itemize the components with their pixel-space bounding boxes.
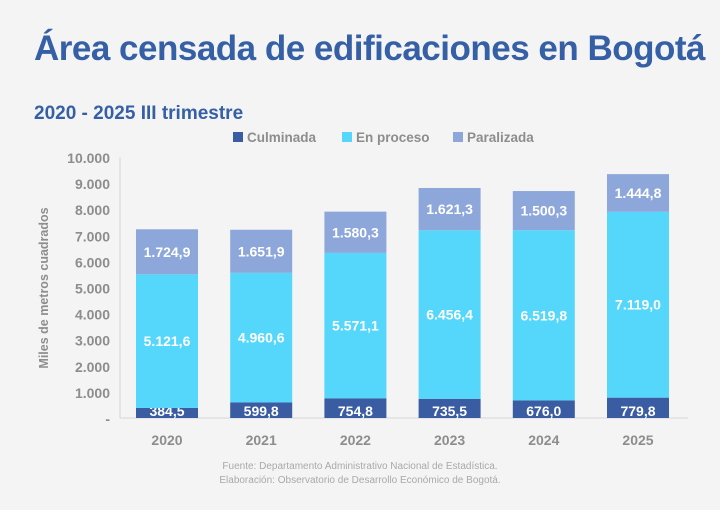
bar-segment-paralizada	[512, 191, 575, 231]
chart-title: Área censada de edificaciones en Bogotá	[34, 29, 706, 68]
x-tick-label: 2021	[246, 432, 277, 448]
bar-segment-en-proceso	[512, 230, 575, 401]
data-label: 4.960,6	[238, 330, 285, 346]
y-tick-label: 10.000	[67, 150, 110, 166]
y-tick-label: 4.000	[75, 307, 110, 323]
y-tick-label: 3.000	[75, 333, 110, 349]
x-tick-label: 2023	[434, 432, 465, 448]
bar-segment-en-proceso	[230, 272, 293, 403]
data-label: 1.500,3	[520, 203, 567, 219]
bar-segment-en-proceso	[324, 252, 387, 399]
data-label: 1.621,3	[426, 201, 473, 217]
legend-swatch	[453, 132, 463, 142]
data-label: 735,5	[432, 403, 467, 419]
legend-label: Paralizada	[467, 130, 534, 145]
y-tick-label: -	[105, 411, 110, 427]
legend-swatch	[342, 132, 352, 142]
bar-segment-paralizada	[136, 229, 198, 275]
bar-segment-culminada	[607, 397, 669, 418]
y-tick-label: 6.000	[75, 254, 110, 270]
data-label: 6.519,8	[520, 307, 567, 323]
chart-subtitle: 2020 - 2025 III trimestre	[34, 103, 244, 124]
x-tick-label: 2020	[151, 432, 182, 448]
y-axis-label: Miles de metros cuadrados	[37, 207, 51, 368]
legend-label: Culminada	[247, 130, 317, 145]
x-tick-label: 2025	[622, 432, 653, 448]
source-note: Fuente: Departamento Administrativo Naci…	[222, 461, 498, 472]
data-label: 779,8	[620, 403, 655, 419]
y-tick-label: 8.000	[75, 202, 110, 218]
data-label: 1.444,8	[615, 185, 662, 201]
bar-segment-culminada	[324, 398, 387, 418]
data-label: 1.651,9	[238, 243, 285, 259]
data-label: 1.580,3	[332, 224, 379, 240]
y-tick-label: 2.000	[75, 359, 110, 375]
bar-segment-culminada	[512, 400, 575, 418]
bar-segment-paralizada	[607, 174, 669, 212]
y-tick-label: 9.000	[75, 176, 110, 192]
data-label: 1.724,9	[144, 244, 191, 260]
data-label: 754,8	[338, 403, 373, 419]
data-label: 5.121,6	[144, 333, 191, 349]
data-label: 5.571,1	[332, 318, 379, 334]
bar-segment-culminada	[418, 398, 481, 418]
bar-segment-culminada	[230, 402, 293, 418]
y-tick-label: 1.000	[75, 385, 110, 401]
credit-note: Elaboración: Observatorio de Desarrollo …	[219, 475, 501, 486]
bar-segment-en-proceso	[607, 211, 669, 398]
legend-label: En proceso	[356, 130, 430, 145]
bar-segment-paralizada	[324, 211, 387, 253]
bar-segment-paralizada	[418, 187, 481, 231]
data-label: 6.456,4	[426, 307, 473, 323]
legend-swatch	[233, 132, 243, 142]
data-label: 7.119,0	[615, 297, 661, 313]
x-tick-label: 2022	[340, 432, 371, 448]
data-label: 599,8	[244, 403, 279, 419]
y-tick-label: 7.000	[75, 228, 110, 244]
bar-segment-paralizada	[230, 229, 293, 273]
data-label: 676,0	[526, 403, 561, 419]
bar-segment-culminada	[136, 407, 198, 418]
bar-segment-en-proceso	[418, 230, 481, 399]
y-tick-label: 5.000	[75, 281, 110, 297]
bar-segment-en-proceso	[136, 274, 198, 408]
x-tick-label: 2024	[528, 432, 559, 448]
